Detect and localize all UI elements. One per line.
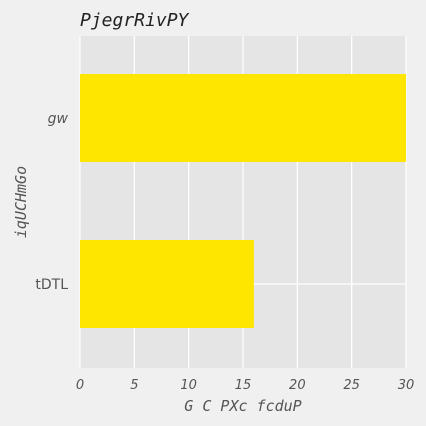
x-tick-label: 5 (130, 378, 138, 393)
x-tick-label: 15 (235, 378, 252, 393)
bar-tDTL (80, 240, 254, 328)
x-axis-label: G C PXc fcduP (184, 397, 301, 415)
x-tick-label: 25 (343, 378, 360, 393)
y-tick-labels: gw tDTL (35, 111, 68, 293)
x-tick-label: 10 (180, 378, 197, 393)
x-tick-label: 0 (76, 378, 84, 393)
x-tick-labels: 0 5 10 15 20 25 30 (76, 378, 414, 393)
bar-gw (80, 74, 406, 162)
bars (80, 74, 406, 328)
chart-title: PjegrRivPY (80, 10, 190, 31)
y-tick-label: gw (48, 111, 69, 127)
y-axis-label: iqUCHmGo (12, 166, 30, 238)
x-tick-label: 20 (289, 378, 306, 393)
y-tick-label: tDTL (35, 277, 68, 293)
x-tick-label: 30 (398, 378, 415, 393)
